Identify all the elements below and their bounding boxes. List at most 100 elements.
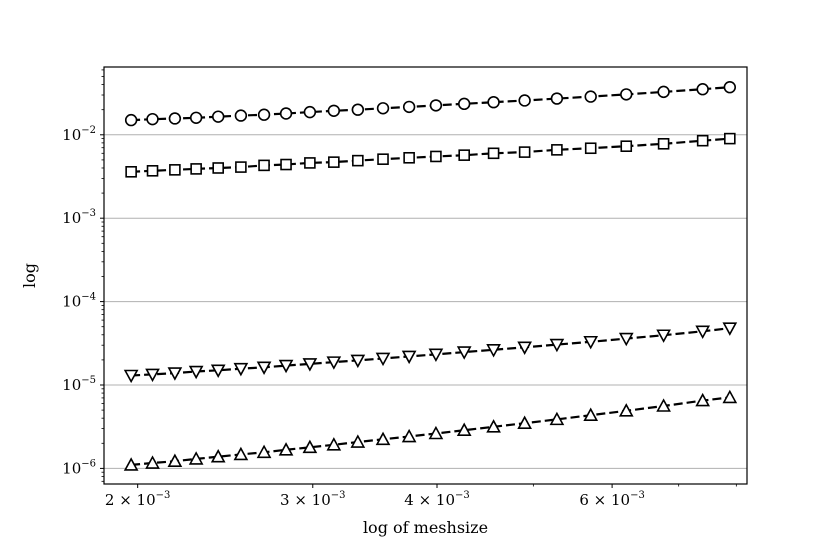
data-point-square [212,162,224,174]
data-point-triangle-down [123,369,139,384]
x-tick-label: 6 × 10−3 [579,490,645,509]
data-point-circle [168,112,182,125]
data-point-triangle-up [326,437,342,451]
data-point-square [657,137,670,150]
data-point-square [458,149,470,161]
data-point-square [584,142,597,155]
data-point-triangle-down [167,367,183,381]
data-point-square [403,151,415,164]
data-point-square [235,161,247,173]
data-point-circle [279,107,293,120]
data-point-circle [189,111,203,124]
data-point-square [518,146,531,158]
data-point-circle [234,109,248,122]
data-point-triangle-down [618,332,634,347]
data-point-square [377,153,389,165]
data-point-triangle-up [145,455,160,469]
data-point-circle [584,90,597,103]
data-point-triangle-up [583,407,599,422]
data-point-triangle-up [456,422,472,437]
y-tick-label: 10−2 [62,125,96,144]
data-point-triangle-down [428,348,444,363]
data-point-square [328,156,340,168]
data-point-circle [457,97,471,111]
data-point-triangle-up [375,431,391,446]
data-point-square [125,166,137,178]
series-square [125,132,736,178]
x-axis-label: log of meshsize [363,518,488,537]
data-point-circle [487,95,500,109]
data-point-square [724,132,736,145]
data-point-triangle-down [375,352,391,367]
y-tick-label: 10−6 [62,458,96,477]
data-point-circle [429,99,443,112]
plot-frame [103,66,748,485]
data-point-square [430,150,442,163]
data-point-circle [351,103,365,116]
data-point-triangle-down [350,354,366,369]
data-point-square [304,157,316,169]
data-point-triangle-down [583,335,599,350]
data-point-square [146,165,159,177]
data-point-triangle-up [233,446,249,461]
data-point-square [551,144,563,156]
y-tick-label: 10−5 [62,375,96,394]
data-point-circle [550,92,564,105]
data-point-square [696,134,709,147]
data-point-square [487,147,500,160]
data-point-square [620,140,633,152]
data-point-triangle-up [188,451,204,465]
data-point-triangle-down [486,344,501,358]
x-tick-label: 3 × 10−3 [280,490,346,509]
data-point-circle [723,81,737,94]
series-triangle-up [123,389,738,471]
data-point-triangle-up [302,439,318,454]
data-point-triangle-up [167,453,183,467]
data-point-triangle-up [278,442,294,456]
data-point-circle [657,85,670,99]
x-tick-label: 2 × 10−3 [105,490,171,509]
data-point-square [258,159,270,172]
data-point-triangle-up [618,403,634,417]
series-circle [124,81,737,127]
series-triangle-down [123,322,738,384]
data-point-triangle-down [233,362,249,377]
data-point-circle [303,105,317,119]
y-tick-label: 10−4 [62,292,96,311]
data-point-triangle-up [401,428,417,443]
series-group [123,81,738,471]
data-point-triangle-down [401,350,417,365]
data-point-circle [620,88,633,101]
data-point-circle [518,94,531,107]
data-point-triangle-down [695,325,711,340]
data-point-triangle-down [517,341,532,355]
data-point-circle [696,83,709,96]
data-point-circle [211,110,225,123]
data-point-triangle-up [695,392,711,407]
data-point-triangle-up [656,398,671,412]
y-tick-label: 10−3 [62,208,96,227]
data-point-circle [402,100,416,114]
data-point-triangle-up [722,389,738,404]
data-point-triangle-down [188,365,204,380]
data-point-square [169,164,181,176]
data-point-triangle-up [549,411,565,426]
data-point-triangle-down [278,359,294,374]
data-point-triangle-down [302,358,318,372]
data-point-square [352,154,364,167]
data-point-circle [257,108,271,121]
data-point-triangle-down [722,322,738,336]
data-point-triangle-down [145,368,160,383]
data-point-triangle-down [456,346,472,360]
data-point-triangle-down [656,329,671,343]
data-point-square [190,163,202,175]
data-point-triangle-up [350,434,366,448]
ticks: 10−6 10−5 10−4 10−3 10−2 2 × 10−3 3 × 10−3 4 × … [62,69,737,509]
data-point-triangle-down [256,361,272,375]
data-point-triangle-up [486,419,501,433]
data-point-triangle-down [549,338,565,353]
data-point-triangle-up [256,444,272,459]
data-point-circle [124,113,138,127]
data-point-triangle-up [210,449,226,463]
